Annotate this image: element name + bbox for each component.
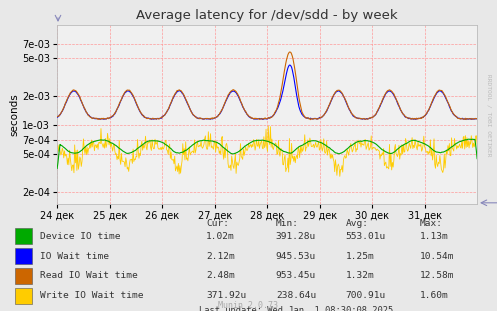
Text: 2.48m: 2.48m <box>206 272 235 281</box>
Text: 10.54m: 10.54m <box>420 252 454 261</box>
Text: Cur:: Cur: <box>206 220 229 229</box>
Text: 2.12m: 2.12m <box>206 252 235 261</box>
Text: IO Wait time: IO Wait time <box>40 252 109 261</box>
Text: Avg:: Avg: <box>345 220 368 229</box>
Bar <box>15 288 32 304</box>
Text: 1.13m: 1.13m <box>420 232 449 241</box>
Text: 1.02m: 1.02m <box>206 232 235 241</box>
Text: Device IO time: Device IO time <box>40 232 120 241</box>
Text: 1.32m: 1.32m <box>345 272 374 281</box>
Text: 391.28u: 391.28u <box>276 232 316 241</box>
Title: Average latency for /dev/sdd - by week: Average latency for /dev/sdd - by week <box>136 9 398 22</box>
Text: 238.64u: 238.64u <box>276 291 316 300</box>
Text: 371.92u: 371.92u <box>206 291 247 300</box>
Text: Munin 2.0.73: Munin 2.0.73 <box>219 301 278 310</box>
Text: 953.45u: 953.45u <box>276 272 316 281</box>
Text: 700.91u: 700.91u <box>345 291 386 300</box>
Text: RRDTOOL / TOBI OETIKER: RRDTOOL / TOBI OETIKER <box>486 74 491 156</box>
Text: Last update: Wed Jan  1 08:30:08 2025: Last update: Wed Jan 1 08:30:08 2025 <box>199 306 393 311</box>
Text: Max:: Max: <box>420 220 443 229</box>
Bar <box>15 268 32 284</box>
Text: Min:: Min: <box>276 220 299 229</box>
Text: 1.60m: 1.60m <box>420 291 449 300</box>
Bar <box>15 248 32 264</box>
Bar <box>15 228 32 244</box>
Text: 1.25m: 1.25m <box>345 252 374 261</box>
Text: Read IO Wait time: Read IO Wait time <box>40 272 138 281</box>
Text: Write IO Wait time: Write IO Wait time <box>40 291 143 300</box>
Text: 553.01u: 553.01u <box>345 232 386 241</box>
Text: 12.58m: 12.58m <box>420 272 454 281</box>
Text: 945.53u: 945.53u <box>276 252 316 261</box>
Y-axis label: seconds: seconds <box>9 93 19 136</box>
